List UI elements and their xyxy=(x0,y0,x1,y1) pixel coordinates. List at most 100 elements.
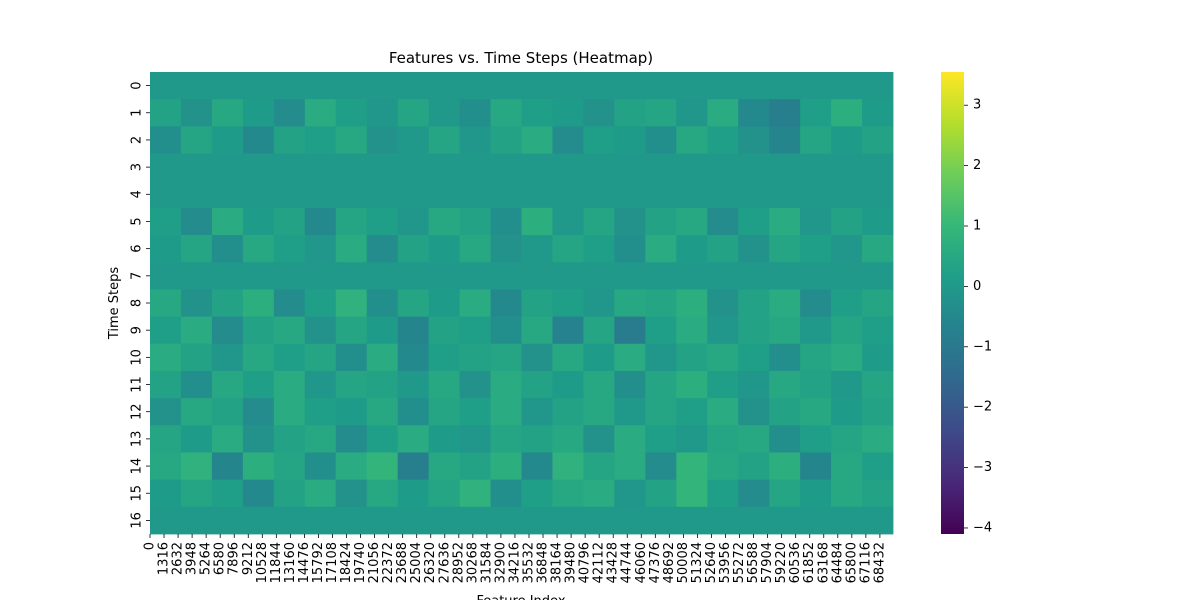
heatmap-cell xyxy=(614,452,646,481)
heatmap-cell xyxy=(211,99,244,127)
heatmap-cell xyxy=(769,235,801,263)
heatmap-cell xyxy=(397,343,430,372)
heatmap-cell xyxy=(831,343,863,372)
x-tick-label: 57904 xyxy=(760,542,775,583)
x-tick-label: 42112 xyxy=(592,542,607,583)
heatmap-cell xyxy=(490,207,522,236)
x-tick-label: 36848 xyxy=(536,542,551,583)
colorbar-tick-label: −3 xyxy=(973,460,992,475)
x-tick-label: 40796 xyxy=(578,542,593,583)
heatmap-cell xyxy=(583,398,615,426)
y-tick-label: 7 xyxy=(130,272,145,280)
heatmap-cell xyxy=(180,153,213,182)
heatmap-cell xyxy=(459,180,491,209)
x-tick-label: 34216 xyxy=(507,542,522,583)
heatmap-cell xyxy=(366,235,399,263)
heatmap-cell xyxy=(273,153,306,182)
x-tick-label: 1316 xyxy=(157,542,172,575)
heatmap-cell xyxy=(769,180,801,209)
x-tick-label: 18424 xyxy=(339,542,354,583)
heatmap-cell xyxy=(242,452,275,481)
heatmap-cell xyxy=(397,262,430,290)
heatmap-cell xyxy=(366,180,399,209)
heatmap-cell xyxy=(490,153,522,182)
heatmap-cell xyxy=(366,262,399,290)
heatmap-cell xyxy=(831,289,863,317)
heatmap-cell xyxy=(304,180,337,209)
heatmap-cell xyxy=(707,343,739,372)
heatmap-cell xyxy=(676,180,708,209)
heatmap-cell xyxy=(583,289,615,317)
heatmap-cell xyxy=(211,425,244,453)
heatmap-cell xyxy=(738,207,770,236)
heatmap-cell xyxy=(738,506,770,535)
heatmap-cell xyxy=(552,126,584,154)
heatmap-cell xyxy=(335,126,368,154)
x-tick-label: 53956 xyxy=(718,542,733,583)
heatmap-cell xyxy=(862,425,894,453)
heatmap-cell xyxy=(552,153,584,182)
heatmap-cell xyxy=(242,207,275,236)
heatmap-cell xyxy=(707,235,739,263)
heatmap-cell xyxy=(707,180,739,209)
heatmap-cell xyxy=(335,452,368,481)
x-tick-label: 9212 xyxy=(241,542,256,575)
heatmap-cell xyxy=(304,316,337,345)
x-tick-label: 52640 xyxy=(704,542,719,583)
heatmap-cell xyxy=(490,425,522,453)
x-tick-label: 48692 xyxy=(662,542,677,583)
heatmap-cell xyxy=(150,235,182,263)
heatmap-cell xyxy=(552,207,584,236)
heatmap-cell xyxy=(676,479,708,508)
heatmap-cell xyxy=(273,316,306,345)
y-tick-label: 9 xyxy=(130,326,145,334)
heatmap-cell xyxy=(614,370,646,399)
heatmap-cell xyxy=(707,207,739,236)
heatmap-cell xyxy=(800,316,832,345)
heatmap-cell xyxy=(428,99,460,127)
heatmap-cell xyxy=(676,99,708,127)
y-tick-label: 3 xyxy=(130,163,145,171)
heatmap-cell xyxy=(676,235,708,263)
heatmap-cell xyxy=(769,153,801,182)
heatmap-cell xyxy=(800,343,832,372)
colorbar xyxy=(941,72,964,534)
heatmap-cell xyxy=(583,207,615,236)
heatmap-cell xyxy=(150,316,182,345)
heatmap-cell xyxy=(304,425,337,453)
heatmap-cell xyxy=(304,289,337,317)
heatmap-cell xyxy=(242,289,275,317)
heatmap-cell xyxy=(180,235,213,263)
heatmap-cell xyxy=(645,506,677,535)
heatmap-cell xyxy=(335,316,368,345)
heatmap-cell xyxy=(180,72,213,100)
heatmap-cell xyxy=(459,506,491,535)
x-tick-label: 35532 xyxy=(521,542,536,583)
heatmap-cell xyxy=(800,398,832,426)
heatmap-cell xyxy=(831,99,863,127)
heatmap-cell xyxy=(583,370,615,399)
heatmap-cell xyxy=(335,262,368,290)
x-tick-label: 5264 xyxy=(199,542,214,575)
heatmap-cell xyxy=(676,398,708,426)
heatmap-cell xyxy=(831,207,863,236)
heatmap-cell xyxy=(459,72,491,100)
heatmap-cell xyxy=(800,72,832,100)
heatmap-cell xyxy=(800,235,832,263)
heatmap-cell xyxy=(335,235,368,263)
heatmap-cell xyxy=(676,316,708,345)
heatmap-cell xyxy=(273,72,306,100)
heatmap-cell xyxy=(521,235,553,263)
heatmap-cell xyxy=(304,153,337,182)
heatmap-cell xyxy=(645,452,677,481)
heatmap-cell xyxy=(242,126,275,154)
heatmap-cell xyxy=(521,99,553,127)
heatmap-cell xyxy=(738,316,770,345)
heatmap-cell xyxy=(800,153,832,182)
heatmap-cell xyxy=(335,506,368,535)
heatmap-cell xyxy=(521,126,553,154)
heatmap-cell xyxy=(150,370,182,399)
heatmap-cell xyxy=(366,506,399,535)
heatmap-cell xyxy=(273,262,306,290)
heatmap-cell xyxy=(707,479,739,508)
